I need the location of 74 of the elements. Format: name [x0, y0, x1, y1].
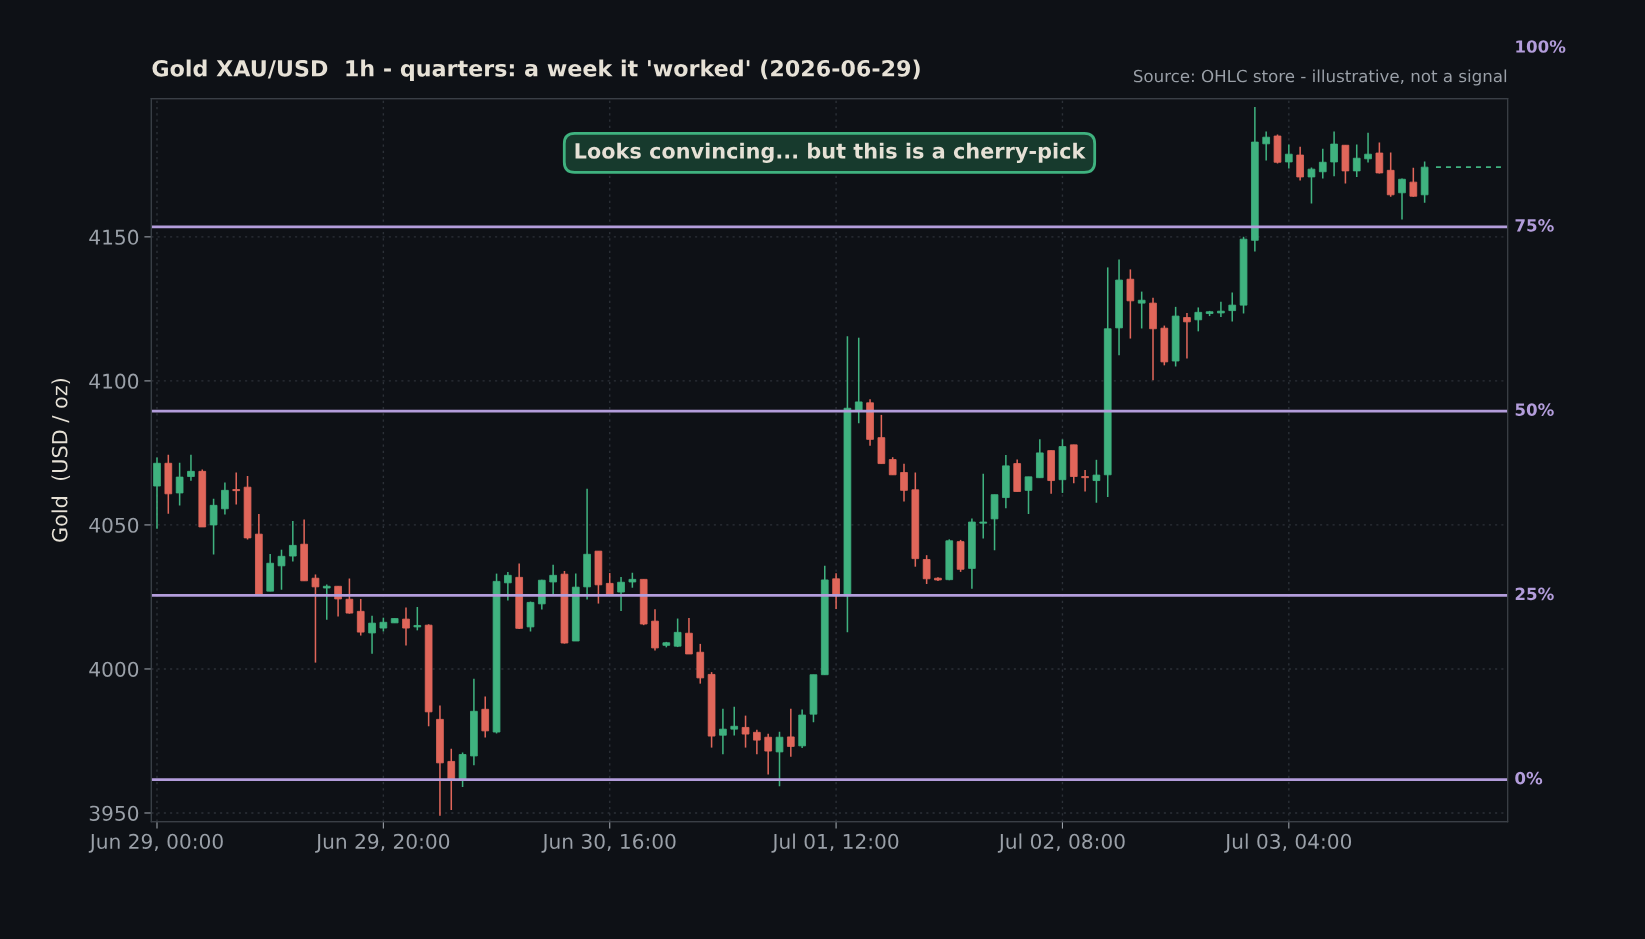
candlestick [1183, 312, 1191, 360]
candlestick [764, 733, 772, 776]
x-tick-label: Jul 01, 12:00 [771, 833, 899, 853]
candlestick [832, 572, 840, 610]
candlestick [209, 497, 218, 556]
source-note: Source: OHLC store - illustrative, not a signal [1133, 69, 1507, 86]
candlestick [787, 707, 795, 758]
y-tick-label: 4100 [89, 373, 139, 389]
candlestick [719, 707, 727, 755]
candlestick [1330, 130, 1338, 178]
ref-line-label: 50% [1515, 403, 1554, 416]
candlestick [1137, 290, 1146, 330]
x-tick-label: Jun 30, 16:00 [541, 833, 676, 853]
ref-line-label: 75% [1515, 219, 1554, 232]
candlestick [1318, 147, 1327, 180]
candlestick [356, 598, 365, 637]
candlestick [232, 471, 241, 506]
candlestick [753, 728, 761, 755]
candlestick [322, 583, 331, 621]
candlestick [1375, 141, 1384, 175]
candlestick [402, 606, 410, 647]
x-tick-label: Jun 29, 20:00 [315, 833, 450, 853]
candlestick [1409, 166, 1418, 198]
candlestick [730, 705, 739, 737]
candlestick [685, 617, 693, 655]
candlestick [504, 571, 512, 602]
y-axis-title: Gold (USD / oz) [51, 378, 71, 542]
candlestick [277, 548, 286, 591]
chart-title: Gold XAU/USD 1h - quarters: a week it 'worked' (2026-06-29) [152, 59, 920, 81]
candlestick [368, 614, 376, 655]
candlestick [854, 336, 863, 425]
candlestick [1194, 306, 1203, 333]
candlestick [1126, 268, 1135, 340]
candlestick [1262, 130, 1270, 162]
candlestick [900, 463, 908, 503]
x-tick-label: Jul 03, 04:00 [1224, 833, 1352, 853]
ref-line-label: 25% [1515, 587, 1554, 601]
candlestick [1352, 143, 1361, 178]
candlestick [1081, 469, 1089, 493]
x-tick-label: Jul 02, 08:00 [997, 833, 1125, 853]
candlestick [1398, 177, 1406, 221]
candlestick [979, 472, 988, 540]
candlestick [1296, 145, 1304, 182]
candlestick [175, 461, 184, 507]
candlestick [413, 606, 422, 632]
text: 100% [1516, 40, 1566, 53]
annotation: Looks convincing... but this is a cherry-pick [575, 142, 1086, 163]
candlestick [673, 617, 682, 648]
candlestick [311, 573, 320, 664]
candlestick [741, 714, 750, 749]
candlestick [221, 481, 229, 516]
candlestick [1364, 132, 1372, 164]
ref-line-label: 0% [1515, 771, 1543, 785]
candlestick [1217, 300, 1225, 318]
candlestick [289, 520, 297, 563]
candlestick [549, 563, 557, 596]
candlestick [775, 730, 784, 787]
candlestick [1307, 166, 1316, 205]
candlestick [1092, 459, 1101, 504]
y-tick-label: 4050 [89, 517, 139, 533]
y-tick-label: 4000 [89, 661, 139, 677]
candlestick [187, 453, 195, 482]
candlestick [345, 577, 354, 615]
candlestick [153, 456, 161, 530]
candlestick [1285, 143, 1293, 170]
candlestick [1024, 476, 1033, 515]
y-tick-label: 4150 [89, 229, 139, 245]
x-tick-label: Jun 29, 00:00 [88, 833, 223, 853]
candlestick [617, 576, 625, 612]
y-tick-label: 3950 [89, 805, 139, 821]
candlestick [922, 554, 931, 585]
candlestick [1228, 291, 1237, 323]
candlestick [481, 695, 490, 739]
candlestick [447, 747, 456, 811]
